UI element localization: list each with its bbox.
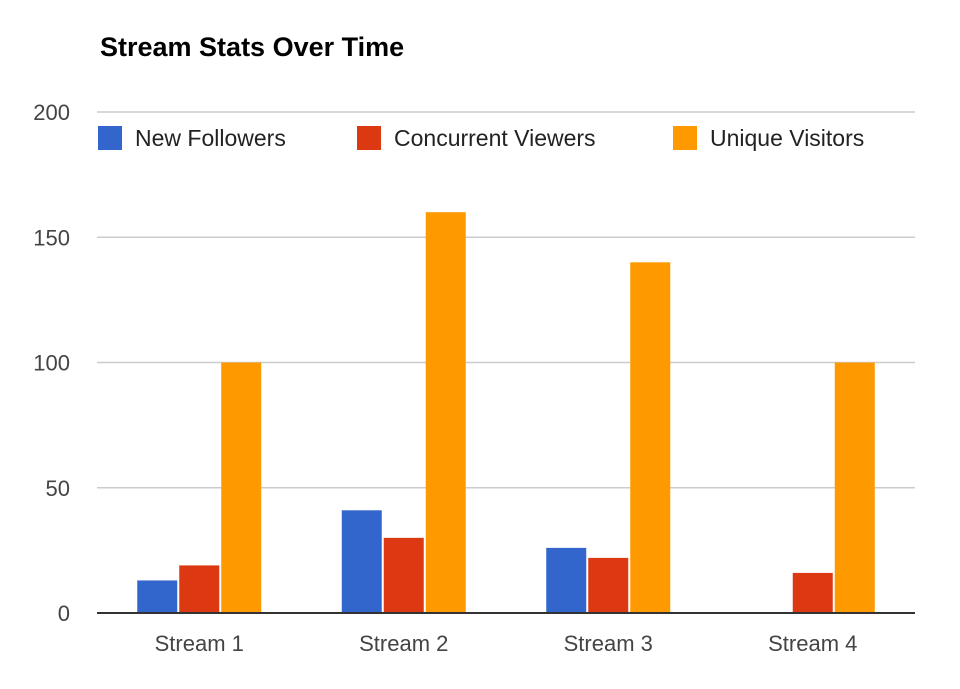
chart-title: Stream Stats Over Time: [100, 32, 405, 62]
bar-unique-visitors: [834, 362, 875, 613]
x-tick-label: Stream 4: [768, 631, 857, 656]
bar-new-followers: [546, 547, 587, 613]
bar-new-followers: [137, 580, 178, 613]
legend-label: Concurrent Viewers: [394, 125, 596, 151]
bar-unique-visitors: [425, 212, 466, 613]
bar-unique-visitors: [221, 362, 262, 613]
y-tick-label: 0: [58, 601, 70, 626]
y-tick-label: 150: [33, 225, 70, 250]
bar-concurrent-viewers: [588, 557, 629, 613]
y-tick-label: 200: [33, 100, 70, 125]
legend-swatch: [673, 126, 697, 150]
y-tick-label: 100: [33, 351, 70, 376]
bar-unique-visitors: [630, 262, 671, 613]
bar-concurrent-viewers: [792, 572, 833, 613]
x-tick-label: Stream 3: [564, 631, 653, 656]
bar-concurrent-viewers: [179, 565, 220, 613]
legend-label: New Followers: [135, 125, 286, 151]
legend-swatch: [357, 126, 381, 150]
legend-swatch: [98, 126, 122, 150]
x-tick-label: Stream 2: [359, 631, 448, 656]
bar-new-followers: [341, 510, 382, 613]
x-tick-label: Stream 1: [155, 631, 244, 656]
legend-label: Unique Visitors: [710, 125, 864, 151]
bar-concurrent-viewers: [383, 537, 424, 613]
y-tick-label: 50: [46, 476, 70, 501]
